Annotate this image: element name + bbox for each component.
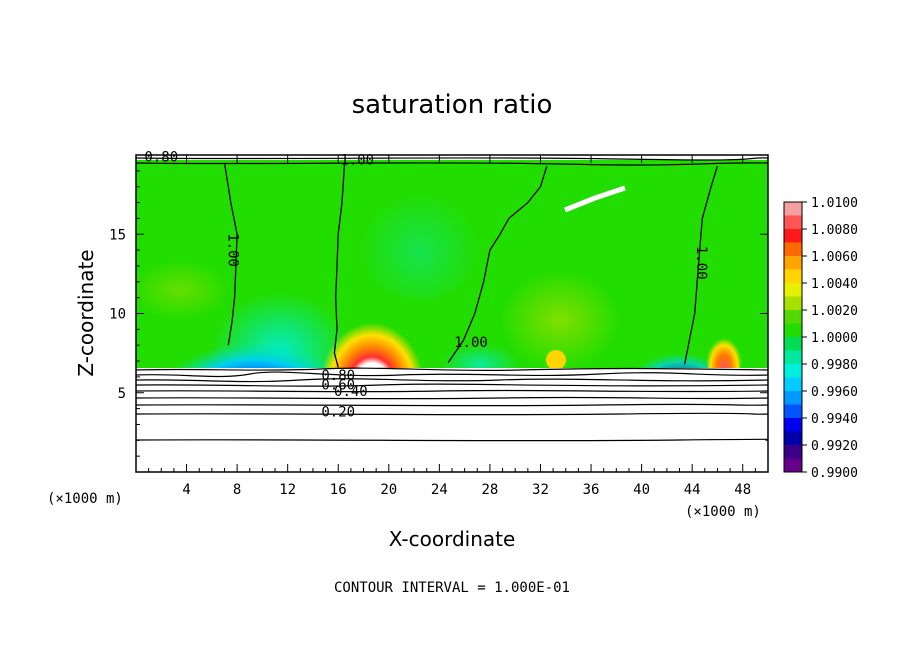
y-axis: 5 10 15 (109, 170, 768, 457)
y-tick-label: 5 (118, 386, 126, 402)
contour-label: 0.80 (321, 368, 355, 384)
colorbar-tick-label: 0.9900 (811, 466, 858, 481)
contour-line (223, 162, 238, 346)
colorbar-bin (784, 256, 802, 270)
colorbar-tick-label: 0.9940 (811, 412, 858, 427)
colorbar-bin (784, 283, 802, 297)
x-tick-label: 16 (330, 482, 347, 498)
colorbar-tick-label: 1.0100 (811, 196, 858, 211)
surface-contour-lines (136, 157, 768, 442)
colorbar-bin (784, 323, 802, 337)
colorbar-bin (784, 350, 802, 364)
colorbar-bin (784, 404, 802, 418)
x-unit-label: (×1000 m) (685, 504, 761, 520)
contour-line (333, 162, 346, 368)
contour-labels: 0.80 1.001.001.001.000.800.600.400.20 (144, 149, 709, 420)
x-tick-label: 4 (182, 482, 190, 498)
colorbar-bin (784, 364, 802, 378)
colorbar-bin (784, 296, 802, 310)
x-tick-label: 40 (633, 482, 650, 498)
colorbar-tick-label: 1.0060 (811, 250, 858, 265)
contour-line (683, 165, 719, 365)
chart-title: saturation ratio (352, 90, 553, 120)
y-tick-label: 10 (109, 307, 126, 323)
contour-label: 1.00 (693, 246, 709, 280)
contour-line (447, 165, 548, 363)
colorbar-bin (784, 215, 802, 229)
heatmap-field (136, 155, 768, 472)
contour-lines (223, 162, 719, 368)
colorbar-bin (784, 269, 802, 283)
x-tick-label: 24 (431, 482, 448, 498)
colorbar-tick-label: 0.9920 (811, 439, 858, 454)
x-tick-label: 48 (734, 482, 751, 498)
colorbar-tick-label: 0.9980 (811, 358, 858, 373)
colorbar-tick-label: 1.0080 (811, 223, 858, 238)
x-tick-label: 20 (380, 482, 397, 498)
colorbar-bin (784, 229, 802, 243)
y-tick-label: 15 (109, 227, 126, 243)
colorbar-bin (784, 431, 802, 445)
colorbar-bin (784, 337, 802, 351)
y-axis-label: Z-coordinate (74, 249, 98, 376)
contour-label: 1.00 (224, 233, 240, 267)
x-axis-label: X-coordinate (389, 527, 516, 551)
colorbar-bin (784, 391, 802, 405)
colorbar-bin (784, 377, 802, 391)
colorbar: 1.0100 1.0080 1.0060 1.0040 1.0020 1.0000 0.99… (783, 196, 858, 481)
x-tick-label: 36 (583, 482, 600, 498)
contour-interval-note: CONTOUR INTERVAL = 1.000E-01 (334, 580, 570, 596)
colorbar-bin (784, 458, 802, 472)
x-tick-label: 12 (279, 482, 296, 498)
x-tick-label: 32 (532, 482, 549, 498)
x-tick-label: 28 (481, 482, 498, 498)
y-unit-label: (×1000 m) (47, 491, 123, 507)
contour-label: 1.00 (340, 153, 374, 169)
contour-label: 1.00 (454, 335, 488, 351)
colorbar-bin (784, 242, 802, 256)
contour-label: 0.80 (144, 149, 178, 165)
contour-label: 0.20 (321, 405, 355, 421)
colorbar-tick-label: 1.0000 (811, 331, 858, 346)
colorbar-bin (784, 445, 802, 459)
colorbar-tick-label: 0.9960 (811, 385, 858, 400)
x-tick-label: 8 (233, 482, 241, 498)
contour-label: 0.40 (334, 384, 368, 400)
colorbar-bin (784, 418, 802, 432)
contour-label: 0.60 (321, 378, 355, 394)
colorbar-bin (784, 310, 802, 324)
colorbar-tick-label: 1.0040 (811, 277, 858, 292)
x-tick-label: 44 (684, 482, 701, 498)
colorbar-tick-label: 1.0020 (811, 304, 858, 319)
colorbar-bin (784, 202, 802, 216)
x-axis: 4 8 12 16 20 24 28 32 36 40 44 48 (148, 155, 756, 498)
